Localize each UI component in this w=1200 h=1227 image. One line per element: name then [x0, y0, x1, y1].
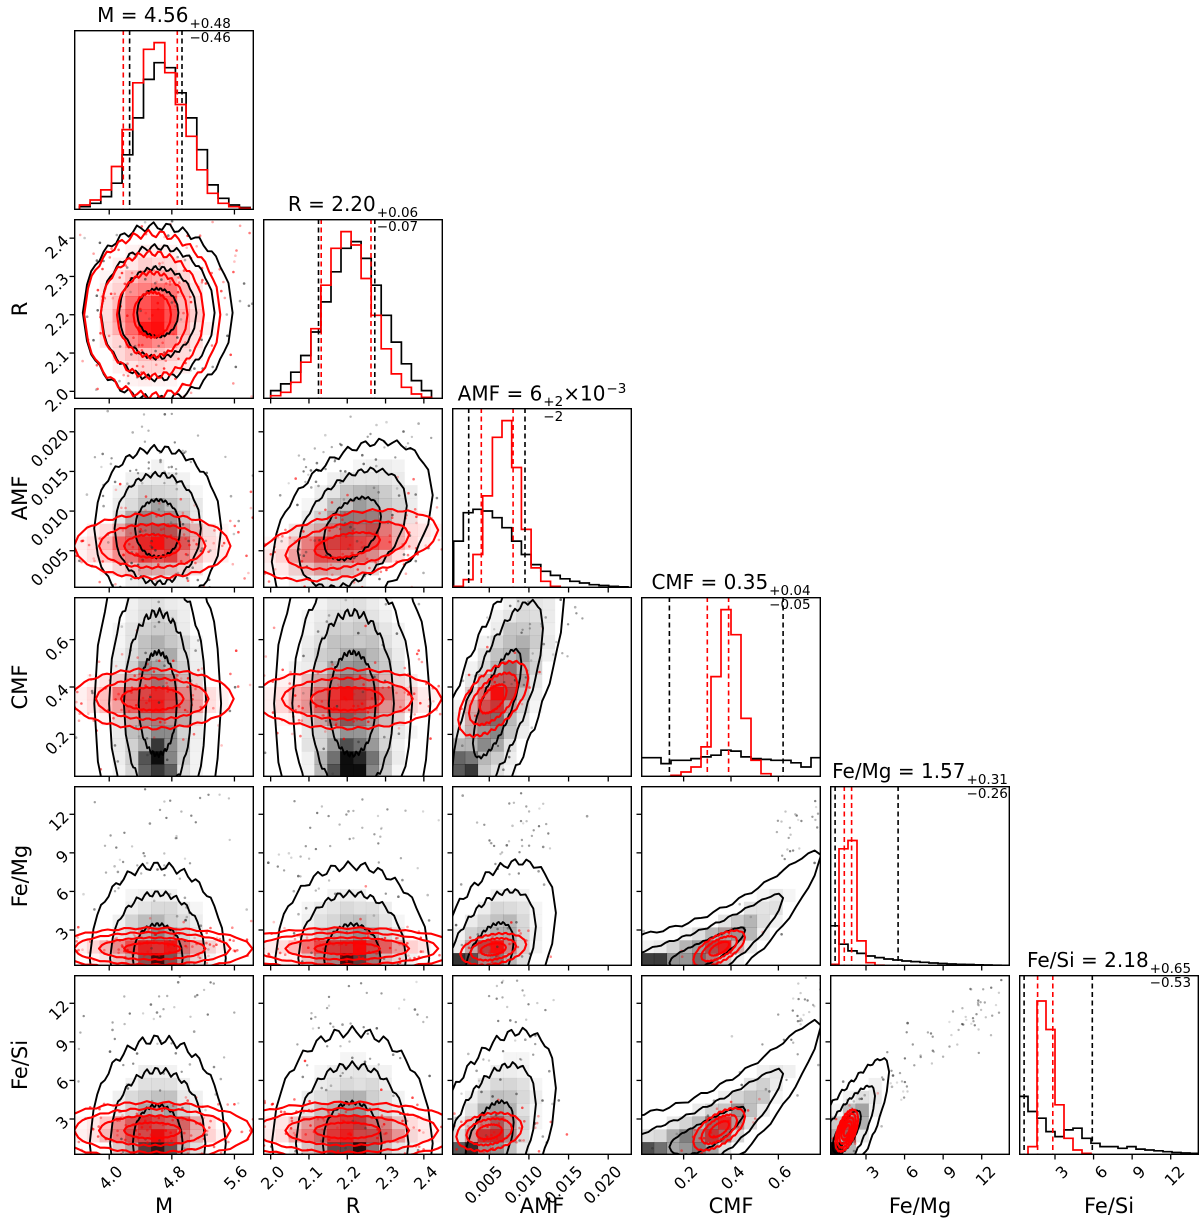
x-axis-label-FeSi: Fe/Si — [1083, 1194, 1135, 1218]
hist-panel-FeSi — [1019, 975, 1199, 1155]
x-tick-label: 12 — [971, 1162, 1000, 1190]
y-tick-label: 9 — [52, 1035, 73, 1056]
hist-panel-AMF — [452, 408, 632, 588]
x-axis-label-R: R — [345, 1194, 361, 1218]
panel-FeMg-vs-M — [74, 786, 254, 966]
panel-FeSi-vs-M — [74, 975, 254, 1155]
x-tick-label: 4.8 — [157, 1162, 190, 1194]
title-R: R = 2.20 +0.06 −0.07 — [287, 192, 419, 236]
x-tick-label: 6 — [901, 1162, 922, 1183]
panel-FeMg-vs-AMF — [452, 786, 632, 966]
hist-panel-R — [263, 219, 443, 399]
y-axis-label-FeMg: Fe/Mg — [8, 844, 32, 908]
panel-CMF-vs-M — [74, 597, 254, 777]
y-tick-label: 6 — [52, 1073, 73, 1095]
y-tick-label: 12 — [44, 807, 73, 836]
panel-R-vs-M — [74, 219, 254, 399]
x-tick-label: 3 — [862, 1162, 884, 1183]
x-tick-label: 6 — [1090, 1162, 1111, 1183]
panel-CMF-vs-R — [263, 597, 443, 777]
x-tick-label: 12 — [1160, 1162, 1189, 1190]
panel-AMF-vs-M — [74, 408, 254, 588]
x-tick-label: 5.6 — [220, 1162, 252, 1194]
y-tick-label: 2.3 — [41, 269, 73, 302]
panel-FeSi-vs-CMF — [641, 975, 821, 1155]
y-tick-label: 0.010 — [26, 504, 73, 551]
y-tick-label: 2.0 — [41, 384, 73, 417]
y-tick-label: 0.005 — [26, 544, 73, 590]
y-axis-label-AMF: AMF — [8, 475, 32, 521]
y-axis-label-FeSi: Fe/Si — [8, 1039, 32, 1091]
hist-panel-M — [74, 30, 254, 210]
title-CMF: CMF = 0.35 +0.04 −0.05 — [651, 570, 811, 614]
panel-FeMg-vs-R — [263, 786, 443, 966]
y-tick-label: 0.6 — [41, 632, 73, 665]
x-tick-label: 0.6 — [764, 1162, 796, 1194]
y-tick-label: 0.020 — [26, 425, 73, 471]
x-axis-label-FeMg: Fe/Mg — [888, 1194, 952, 1218]
x-tick-label: 3 — [1051, 1162, 1073, 1183]
panel-FeSi-vs-R — [263, 975, 443, 1155]
x-tick-label: 2.0 — [256, 1162, 289, 1194]
x-tick-label: 2.1 — [294, 1162, 327, 1194]
x-tick-label: 2.3 — [371, 1162, 403, 1194]
y-tick-label: 2.2 — [41, 308, 73, 340]
y-tick-label: 6 — [52, 884, 73, 906]
y-tick-label: 0.4 — [41, 680, 73, 712]
y-axis-label-CMF: CMF — [8, 664, 32, 710]
title-M: M = 4.56 +0.48 −0.46 — [97, 3, 231, 47]
y-axis-label-R: R — [8, 301, 32, 317]
title-FeMg: Fe/Mg = 1.57 +0.31 −0.26 — [832, 759, 1008, 803]
x-axis-label-AMF: AMF — [519, 1194, 565, 1218]
panel-CMF-vs-AMF — [452, 597, 632, 777]
panel-FeSi-vs-AMF — [452, 975, 632, 1155]
x-axis-label-M: M — [154, 1194, 174, 1218]
y-tick-label: 2.1 — [41, 346, 73, 378]
panel-FeMg-vs-CMF — [641, 786, 821, 966]
x-tick-label: 9 — [1128, 1162, 1150, 1183]
hist-panel-CMF — [641, 597, 821, 777]
x-tick-label: 0.2 — [669, 1162, 702, 1194]
x-tick-label: 0.005 — [460, 1162, 507, 1208]
y-tick-label: 3 — [52, 1112, 73, 1133]
y-tick-label: 3 — [52, 923, 73, 944]
x-tick-label: 2.2 — [333, 1162, 365, 1194]
x-tick-label: 0.020 — [579, 1162, 626, 1208]
y-tick-label: 0.2 — [41, 727, 73, 760]
x-tick-label: 0.4 — [717, 1162, 749, 1194]
panel-AMF-vs-R — [263, 408, 443, 588]
title-AMF: AMF = 6 +2 −2 ×10−3 — [457, 381, 627, 425]
title-FeSi: Fe/Si = 2.18 +0.65 −0.53 — [1026, 948, 1192, 992]
y-tick-label: 2.4 — [41, 231, 73, 263]
x-tick-label: 9 — [939, 1162, 961, 1183]
y-tick-label: 12 — [44, 996, 73, 1025]
x-axis-label-CMF: CMF — [708, 1194, 754, 1218]
y-tick-label: 0.015 — [26, 464, 73, 511]
panel-FeSi-vs-FeMg — [830, 975, 1010, 1155]
x-tick-label: 2.4 — [409, 1162, 442, 1194]
x-tick-label: 4.0 — [95, 1162, 127, 1194]
hist-panel-FeMg — [830, 786, 1010, 966]
y-tick-label: 9 — [52, 846, 73, 867]
